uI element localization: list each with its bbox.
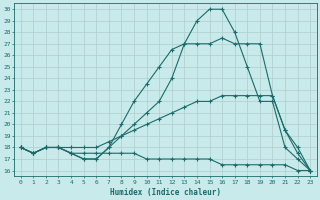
X-axis label: Humidex (Indice chaleur): Humidex (Indice chaleur) (110, 188, 221, 197)
